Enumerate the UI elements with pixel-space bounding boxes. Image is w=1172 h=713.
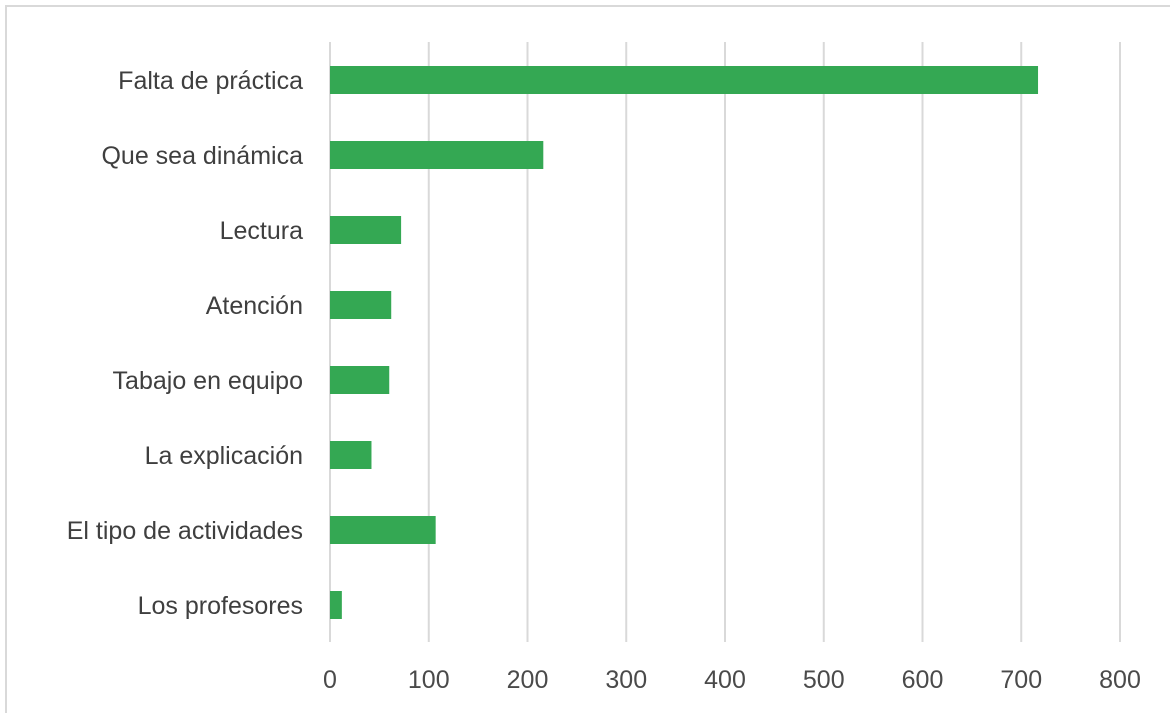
category-label: Que sea dinámica	[101, 142, 303, 170]
bar	[330, 516, 436, 544]
bar	[330, 216, 402, 244]
bar	[330, 366, 390, 394]
x-tick-label: 800	[1099, 666, 1141, 694]
x-tick-label: 700	[1000, 666, 1042, 694]
bar	[330, 66, 1039, 94]
category-label: Atención	[206, 292, 303, 320]
x-tick-label: 300	[605, 666, 647, 694]
x-tick-label: 100	[408, 666, 450, 694]
chart-frame	[5, 5, 1170, 713]
x-tick-label: 500	[803, 666, 845, 694]
x-tick-label: 200	[507, 666, 549, 694]
gridlines	[329, 42, 1121, 642]
category-labels: Falta de práctica Que sea dinámica Lectura…	[67, 67, 303, 620]
bar	[330, 141, 544, 169]
x-tick-label: 400	[704, 666, 746, 694]
bar	[330, 291, 392, 319]
bar	[330, 591, 342, 619]
x-tick-label: 600	[902, 666, 944, 694]
category-label: Tabajo en equipo	[113, 367, 303, 395]
category-label: Los profesores	[138, 592, 303, 620]
category-label: Falta de práctica	[118, 67, 303, 95]
category-label: La explicación	[145, 442, 303, 470]
category-label: El tipo de actividades	[67, 517, 303, 545]
x-tick-label: 0	[323, 666, 337, 694]
category-label: Lectura	[220, 217, 303, 245]
bars	[330, 66, 1039, 619]
x-axis-tick-labels: 0 100 200 300 400 500 600 700 800	[323, 666, 1141, 694]
bar	[330, 441, 372, 469]
